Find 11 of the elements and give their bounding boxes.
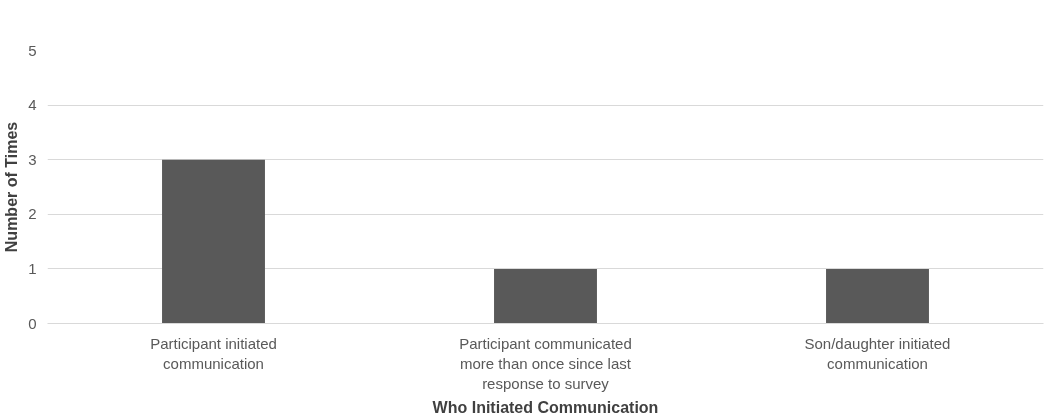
y-axis-title: Number of Times	[3, 121, 21, 253]
x-tick-label: Son/daughter initiated communication	[804, 334, 951, 372]
y-tick-label: 1	[28, 259, 37, 277]
y-tick-label: 4	[28, 96, 37, 114]
y-tick-label: 3	[28, 150, 37, 168]
y-tick-label: 0	[28, 314, 37, 332]
y-tick-label: 5	[28, 41, 37, 59]
x-axis-title: Who Initiated Communication	[432, 399, 659, 417]
x-tick-label: Participant communicated more than once since last response to survey	[459, 334, 632, 393]
x-tick-label: Participant initiated communication	[150, 334, 277, 372]
y-tick-label: 2	[28, 205, 37, 223]
